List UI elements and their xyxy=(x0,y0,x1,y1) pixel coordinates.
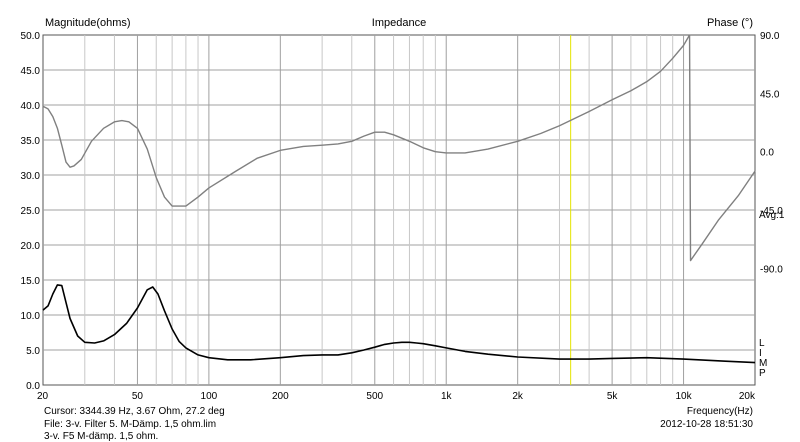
y-right-tick-label: -90.0 xyxy=(760,264,783,275)
side-label-m[interactable]: M xyxy=(759,358,767,369)
avg-annotation: Avg:1 xyxy=(759,210,785,221)
y-left-tick-label: 10.0 xyxy=(21,311,41,322)
chart-title: Impedance xyxy=(372,17,426,29)
x-tick-label: 200 xyxy=(272,391,289,402)
x-tick-label: 100 xyxy=(201,391,218,402)
y-right-tick-label: 0.0 xyxy=(760,148,774,159)
phase-series-line xyxy=(42,34,756,262)
y-left-tick-label: 30.0 xyxy=(21,171,41,182)
x-tick-label: 1k xyxy=(441,391,453,402)
cursor-readout: Cursor: 3344.39 Hz, 3.67 Ohm, 27.2 deg xyxy=(44,406,225,417)
x-tick-label: 500 xyxy=(366,391,383,402)
x-tick-label: 5k xyxy=(607,391,619,402)
file-line-1: File: 3-v. Filter 5. M-Dämp. 1,5 ohm.lim xyxy=(44,419,216,430)
x-tick-label: 50 xyxy=(132,391,144,402)
y-left-tick-label: 45.0 xyxy=(21,66,41,77)
left-axis-label: Magnitude(ohms) xyxy=(45,17,131,29)
magnitude-series-line xyxy=(42,284,756,364)
y-left-tick-label: 25.0 xyxy=(21,206,41,217)
x-tick-label: 10k xyxy=(675,391,692,402)
y-left-tick-label: 35.0 xyxy=(21,136,41,147)
side-label-p[interactable]: P xyxy=(759,368,766,379)
timestamp: 2012-10-28 18:51:30 xyxy=(660,419,753,430)
y-left-tick-label: 0.0 xyxy=(26,381,40,392)
y-right-tick-label: 90.0 xyxy=(760,31,780,42)
grid xyxy=(43,35,755,385)
y-left-tick-label: 50.0 xyxy=(21,31,41,42)
y-left-tick-label: 20.0 xyxy=(21,241,41,252)
axis-labels: 0.0 5.0 10.0 15.0 20.0 25.0 30.0 35.0 40.0 45.0 50… xyxy=(21,31,784,402)
side-label-i[interactable]: I xyxy=(759,348,762,359)
y-left-tick-label: 5.0 xyxy=(26,346,40,357)
y-left-tick-label: 15.0 xyxy=(21,276,41,287)
y-right-tick-label: -45.0 xyxy=(760,206,783,217)
file-line-2: 3-v. F5 M-dämp. 1,5 ohm. xyxy=(44,431,158,442)
x-tick-label: 2k xyxy=(512,391,524,402)
x-tick-label: 20k xyxy=(739,391,756,402)
right-axis-label: Phase (°) xyxy=(707,17,753,29)
y-left-tick-label: 40.0 xyxy=(21,101,41,112)
side-label-l[interactable]: L xyxy=(759,338,765,349)
y-right-tick-label: 45.0 xyxy=(760,89,780,100)
x-axis-label: Frequency(Hz) xyxy=(687,406,753,417)
series-layer xyxy=(42,34,756,364)
x-tick-label: 20 xyxy=(37,391,49,402)
